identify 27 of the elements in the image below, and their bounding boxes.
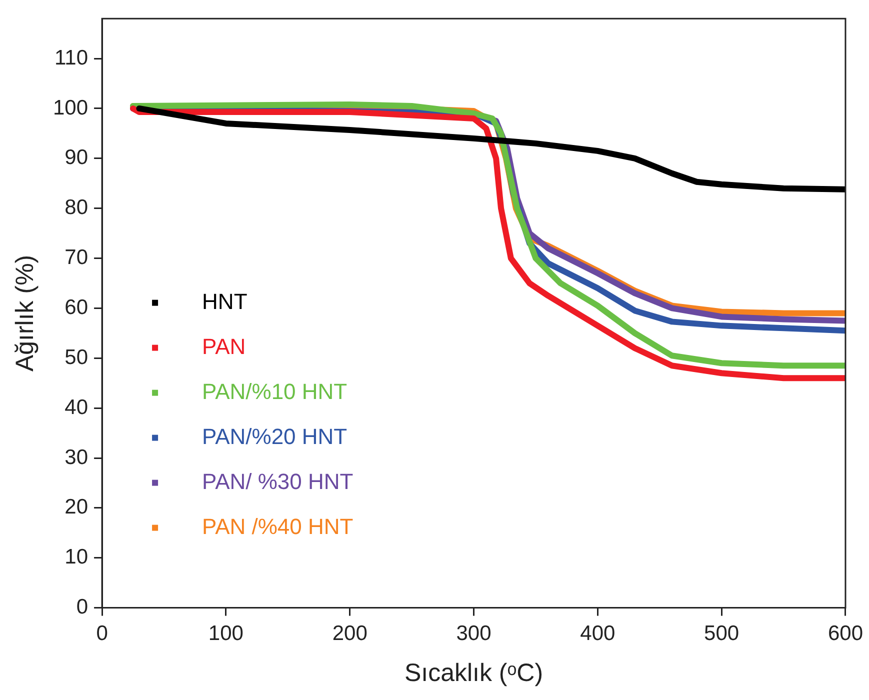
y-tick-label: 70 <box>64 246 88 270</box>
x-tick-label: 400 <box>580 622 616 646</box>
y-tick-label: 90 <box>64 146 88 170</box>
x-tick-label: 600 <box>828 622 864 646</box>
y-tick-label: 60 <box>64 296 88 320</box>
y-tick-label: 100 <box>52 96 88 120</box>
legend-label: PAN/ %30 HNT <box>202 468 354 494</box>
legend-label: PAN/%10 HNT <box>202 378 348 404</box>
x-tick-label: 100 <box>208 622 244 646</box>
y-tick-label: 30 <box>64 446 88 469</box>
legend-label: PAN/%20 HNT <box>202 424 348 449</box>
y-axis-title: Ağırlık (%) <box>10 254 39 372</box>
x-tick-label: 200 <box>332 622 368 646</box>
y-tick-label: 20 <box>64 496 88 519</box>
y-tick-label: 0 <box>76 596 88 619</box>
y-tick-label: 110 <box>54 46 88 70</box>
x-axis-title: Sıcaklık (ᵒC) <box>404 658 544 687</box>
y-tick-label: 10 <box>64 546 88 569</box>
y-tick-label: 80 <box>64 196 88 220</box>
legend-label: PAN /%40 HNT <box>202 514 354 539</box>
y-tick-label: 40 <box>64 396 88 419</box>
x-tick-label: 500 <box>704 622 740 646</box>
legend-label: PAN <box>202 334 246 359</box>
x-tick-label: 0 <box>96 622 108 646</box>
legend-label: HNT <box>202 288 248 314</box>
x-tick-label: 300 <box>456 622 492 646</box>
y-tick-label: 50 <box>64 346 88 369</box>
